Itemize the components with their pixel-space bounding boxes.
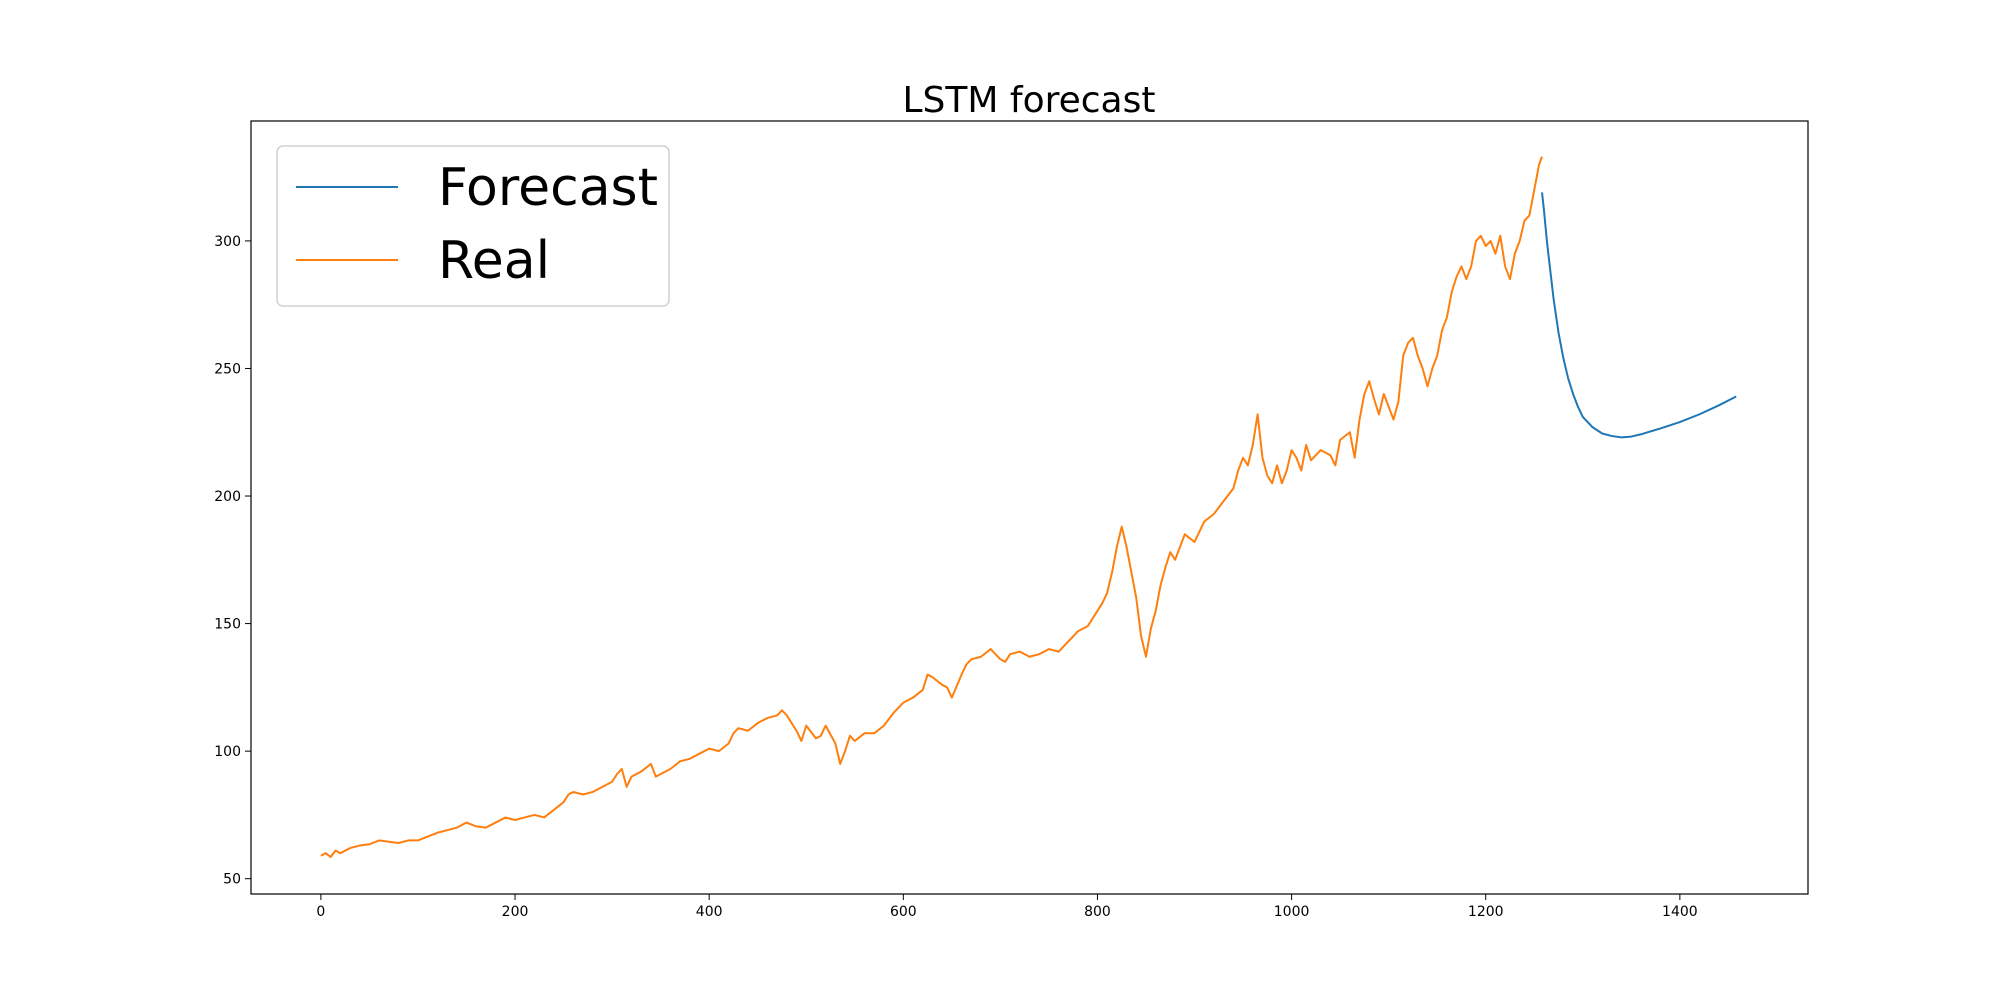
x-tick-label: 1200 (1468, 904, 1504, 920)
y-tick-label: 250 (214, 361, 241, 377)
x-axis: 0 200 400 600 800 1000 1200 1400 (316, 894, 1698, 920)
x-tick-label: 800 (1084, 904, 1111, 920)
x-tick-label: 200 (502, 904, 529, 920)
legend-label-forecast: Forecast (438, 158, 658, 218)
series-layer (320, 156, 1737, 859)
y-tick-label: 300 (214, 234, 241, 250)
x-tick-label: 1400 (1662, 904, 1698, 920)
series-line-real (320, 156, 1543, 859)
legend-label-real: Real (438, 231, 550, 291)
y-tick-label: 200 (214, 489, 241, 505)
chart-title: LSTM forecast (903, 80, 1156, 121)
y-tick-label: 150 (214, 617, 241, 633)
y-axis: 50 100 150 200 250 300 (214, 234, 251, 888)
x-tick-label: 1000 (1274, 904, 1310, 920)
plot-frame (250, 120, 1809, 895)
y-tick-label: 50 (223, 872, 241, 888)
x-tick-label: 400 (696, 904, 723, 920)
legend: Forecast Real (276, 145, 670, 307)
y-tick-label: 100 (214, 744, 241, 760)
x-tick-label: 0 (316, 904, 325, 920)
series-line-forecast (1541, 192, 1737, 439)
x-tick-label: 600 (890, 904, 917, 920)
